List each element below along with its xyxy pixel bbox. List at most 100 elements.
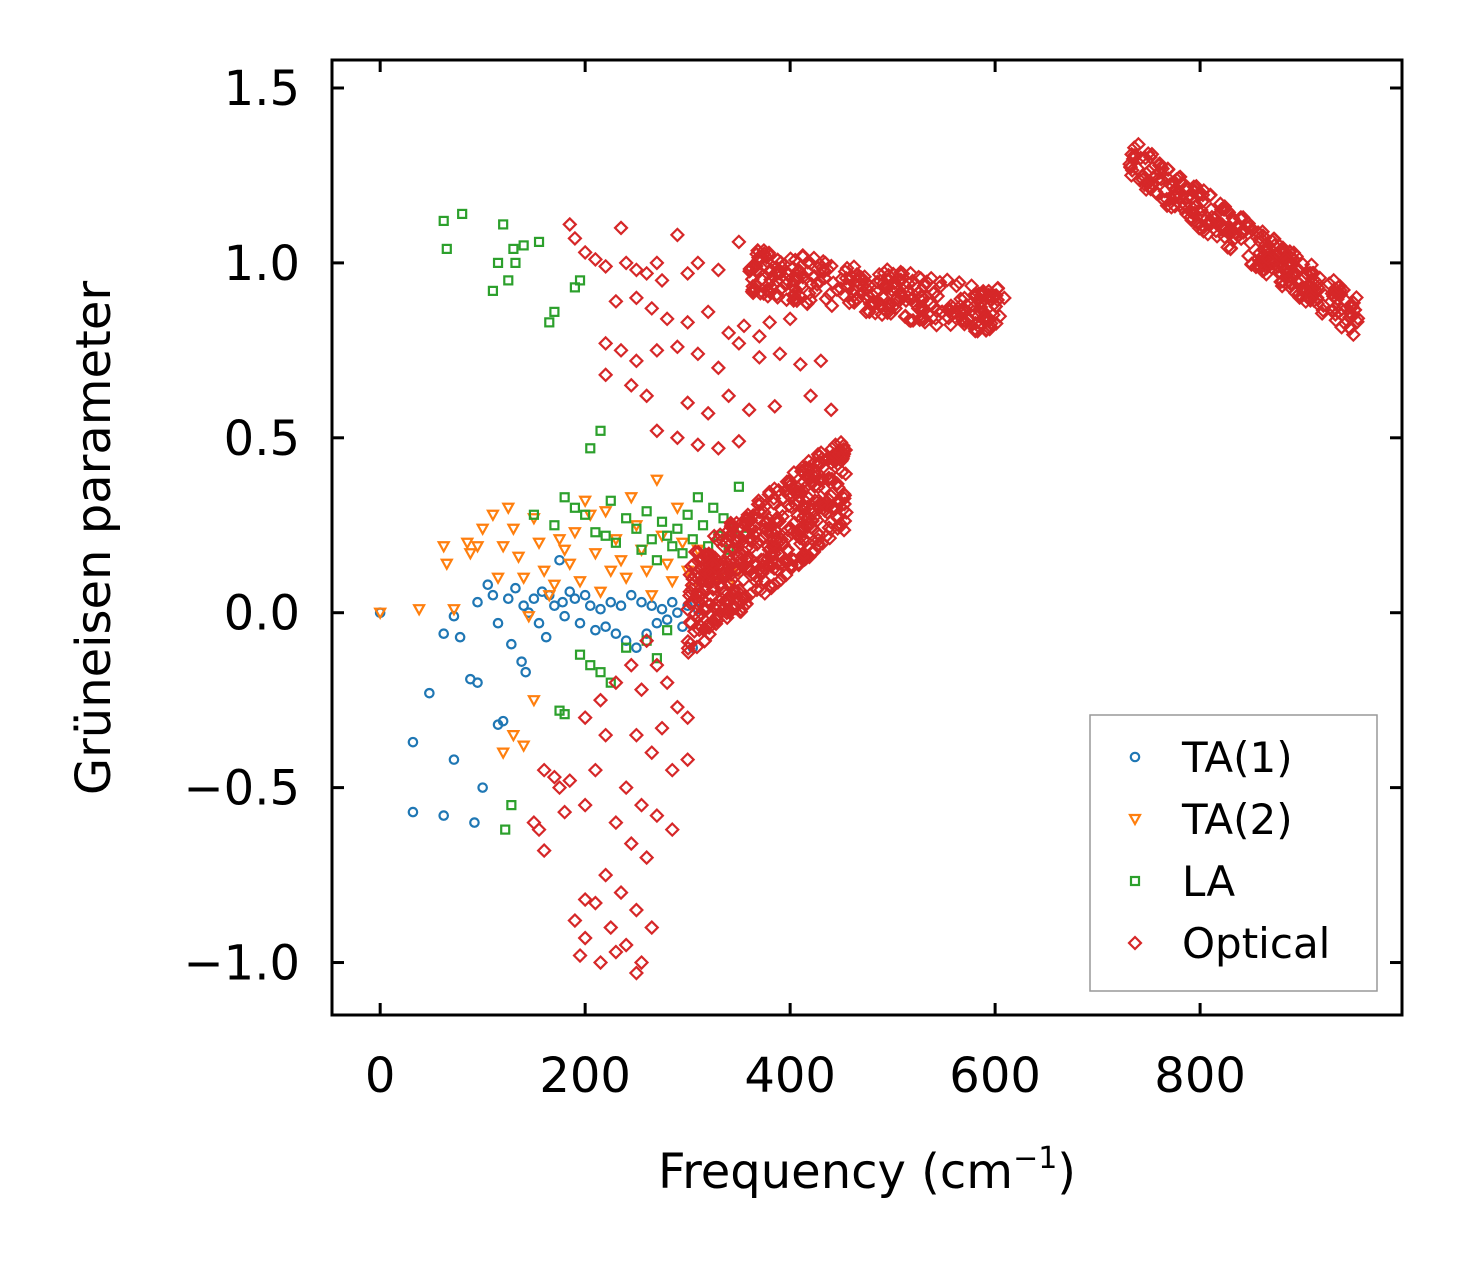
data-point bbox=[613, 342, 629, 358]
data-point bbox=[590, 527, 601, 538]
data-point bbox=[690, 544, 706, 560]
legend-label: Optical bbox=[1182, 919, 1330, 968]
data-point bbox=[951, 274, 967, 291]
data-point bbox=[872, 273, 888, 289]
data-point bbox=[1219, 202, 1235, 218]
data-point bbox=[559, 610, 570, 622]
data-point bbox=[487, 285, 499, 296]
data-point bbox=[836, 446, 852, 462]
data-point bbox=[448, 754, 460, 765]
data-point bbox=[820, 262, 836, 278]
data-point bbox=[636, 596, 647, 608]
x-tick-label: 800 bbox=[1154, 1048, 1246, 1104]
data-point bbox=[1248, 259, 1264, 275]
data-point bbox=[690, 255, 706, 271]
data-point bbox=[753, 495, 769, 511]
data-point bbox=[831, 495, 847, 512]
data-point bbox=[506, 638, 517, 650]
data-point bbox=[714, 591, 730, 607]
data-point bbox=[883, 305, 899, 322]
data-point bbox=[954, 311, 970, 327]
data-point bbox=[892, 273, 908, 289]
x-tick-label: 0 bbox=[365, 1048, 396, 1104]
data-point bbox=[608, 675, 624, 691]
data-point bbox=[731, 433, 747, 449]
data-point bbox=[577, 244, 593, 260]
data-point bbox=[549, 520, 560, 531]
data-point bbox=[1283, 254, 1299, 270]
data-point bbox=[579, 589, 591, 601]
data-point bbox=[1282, 243, 1298, 260]
data-point bbox=[655, 530, 669, 544]
data-point bbox=[749, 582, 765, 598]
data-point bbox=[928, 317, 945, 333]
data-point bbox=[963, 278, 980, 294]
data-point bbox=[472, 596, 483, 608]
data-point bbox=[624, 492, 639, 505]
data-point bbox=[646, 600, 658, 612]
data-point bbox=[537, 565, 552, 578]
data-point bbox=[682, 509, 693, 520]
data-point bbox=[547, 579, 562, 592]
data-point bbox=[806, 250, 822, 266]
data-point bbox=[767, 398, 783, 414]
data-point bbox=[527, 695, 541, 708]
data-point bbox=[641, 635, 652, 646]
data-point bbox=[662, 530, 673, 541]
data-point bbox=[794, 482, 810, 498]
data-point bbox=[824, 500, 840, 516]
data-point bbox=[690, 437, 706, 453]
data-point bbox=[585, 660, 596, 671]
data-point bbox=[769, 555, 785, 571]
data-point bbox=[816, 481, 833, 497]
data-point bbox=[633, 797, 650, 813]
data-point bbox=[491, 572, 505, 585]
data-point bbox=[516, 740, 531, 753]
data-point bbox=[598, 367, 614, 383]
data-point bbox=[762, 314, 778, 330]
data-point bbox=[628, 902, 644, 918]
data-point bbox=[753, 552, 769, 568]
data-point bbox=[649, 342, 665, 358]
series-optical bbox=[526, 136, 1366, 981]
data-point bbox=[654, 272, 670, 288]
data-point bbox=[804, 276, 820, 292]
data-point bbox=[549, 600, 560, 612]
data-point bbox=[598, 506, 613, 519]
data-point bbox=[664, 762, 680, 778]
data-point bbox=[897, 309, 913, 325]
data-point bbox=[1183, 190, 1199, 207]
data-point bbox=[1291, 262, 1307, 278]
data-point bbox=[660, 558, 675, 572]
data-point bbox=[564, 586, 576, 598]
data-point bbox=[1202, 216, 1218, 232]
data-point bbox=[719, 605, 735, 621]
data-point bbox=[766, 531, 782, 547]
data-point bbox=[592, 954, 609, 971]
data-point bbox=[649, 255, 665, 271]
x-tick-label: 600 bbox=[949, 1048, 1041, 1104]
data-point bbox=[939, 272, 955, 288]
data-point bbox=[646, 534, 657, 545]
data-point bbox=[838, 504, 854, 520]
data-point bbox=[577, 710, 593, 726]
data-point bbox=[736, 318, 752, 334]
data-point bbox=[751, 349, 767, 365]
data-point bbox=[664, 822, 680, 838]
data-point bbox=[670, 502, 685, 516]
data-point bbox=[878, 277, 894, 293]
data-point bbox=[614, 555, 628, 568]
data-point bbox=[595, 425, 606, 436]
data-point bbox=[751, 328, 767, 344]
data-point bbox=[1196, 219, 1212, 235]
data-point bbox=[598, 867, 614, 883]
data-point bbox=[821, 470, 837, 486]
data-point bbox=[644, 745, 660, 761]
data-point bbox=[700, 304, 716, 320]
data-point bbox=[978, 313, 994, 329]
data-point bbox=[761, 484, 777, 500]
legend-label: TA(2) bbox=[1181, 795, 1293, 844]
data-point bbox=[1126, 140, 1142, 156]
data-point bbox=[1222, 241, 1239, 257]
data-point bbox=[754, 565, 771, 581]
